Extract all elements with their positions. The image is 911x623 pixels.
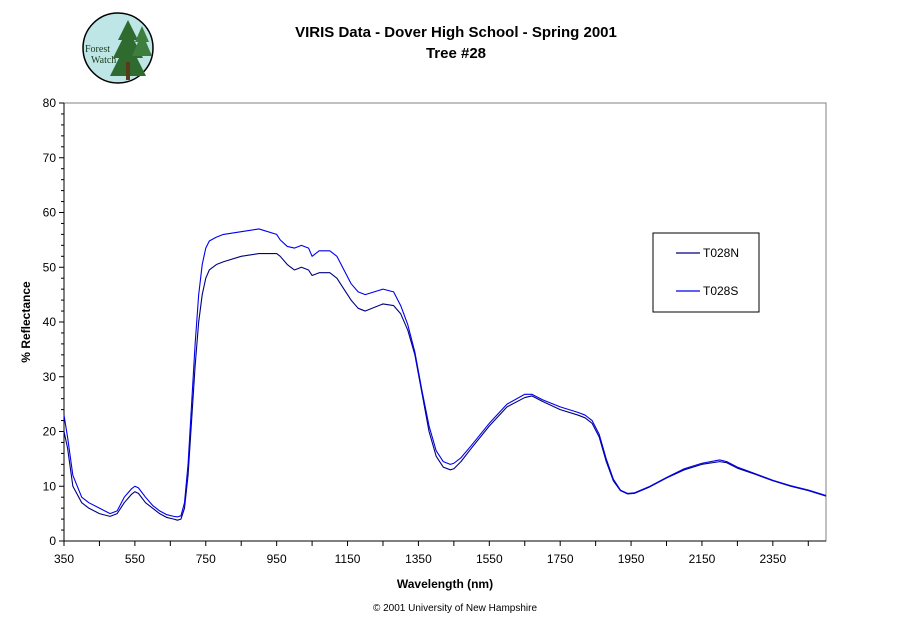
y-tick-label: 60 (43, 206, 57, 220)
forest-watch-logo: Forest Watch (82, 12, 154, 84)
plot-area (63, 102, 827, 542)
y-tick-label: 10 (43, 479, 57, 493)
series-line-t028s (63, 228, 827, 518)
x-tick-label: 1750 (547, 552, 574, 566)
y-tick-label: 50 (43, 260, 57, 274)
x-tick-label: 750 (196, 552, 216, 566)
logo-text-line1: Forest (85, 44, 110, 55)
x-axis-label: Wavelength (nm) (397, 577, 493, 591)
x-tick-label: 1350 (405, 552, 432, 566)
y-tick-label: 20 (43, 425, 57, 439)
legend-label-t028n: T028N (703, 246, 739, 260)
copyright-footer: © 2001 University of New Hampshire (373, 603, 538, 614)
y-ticks: 0 10 20 30 40 50 60 70 80 (43, 96, 64, 548)
y-axis-label: % Reflectance (19, 281, 33, 363)
x-tick-label: 1550 (476, 552, 503, 566)
x-tick-label: 2150 (689, 552, 716, 566)
x-tick-label: 950 (267, 552, 287, 566)
legend: T028N T028S (652, 232, 760, 313)
y-tick-label: 80 (43, 96, 57, 110)
y-tick-label: 0 (49, 534, 56, 548)
x-tick-label: 1150 (335, 552, 361, 566)
x-tick-label: 350 (54, 552, 74, 566)
x-tick-label: 1950 (618, 552, 645, 566)
legend-label-t028s: T028S (703, 284, 738, 298)
y-tick-label: 70 (43, 151, 57, 165)
x-ticks: 350 550 750 950 1150 1350 1550 1750 1950 2150 2350 (54, 541, 809, 566)
chart-title: VIRIS Data - Dover High School - Spring … (295, 24, 617, 41)
chart-subtitle: Tree #28 (426, 45, 486, 62)
x-tick-label: 2350 (759, 552, 786, 566)
y-tick-label: 40 (43, 315, 57, 329)
x-tick-label: 550 (125, 552, 145, 566)
y-tick-label: 30 (43, 370, 57, 384)
logo-text-line2: Watch (91, 55, 116, 66)
legend-box (652, 232, 760, 313)
series-group (63, 228, 827, 521)
